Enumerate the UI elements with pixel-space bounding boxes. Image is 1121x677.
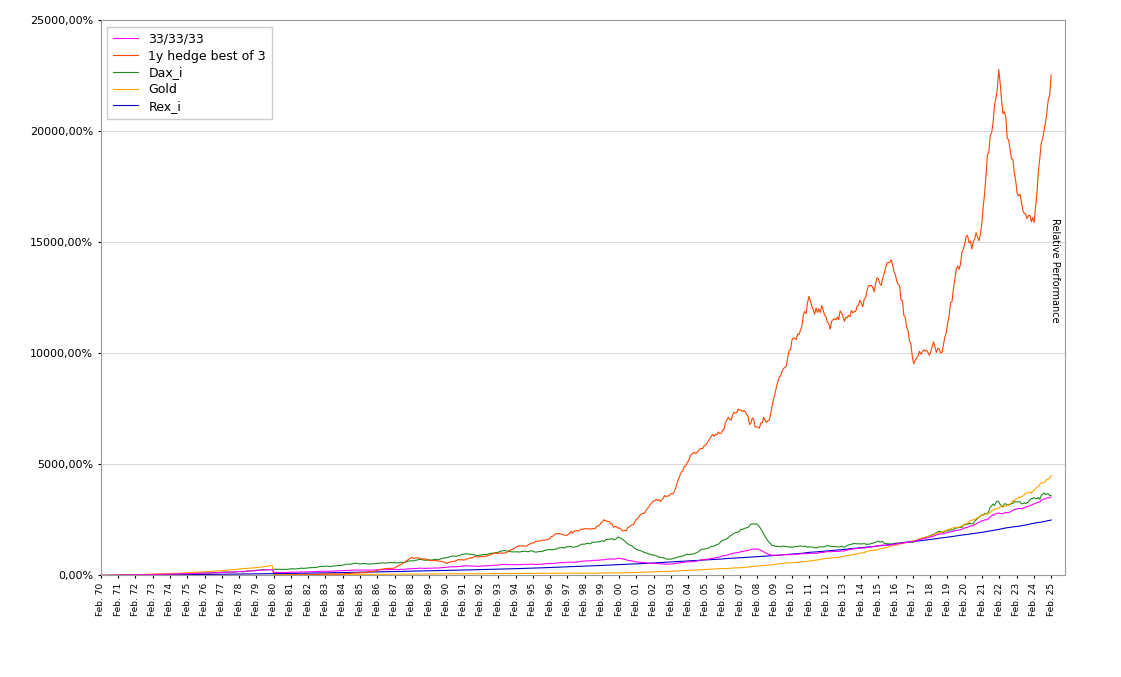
Line: Gold: Gold xyxy=(101,475,1051,575)
Rex_i xyxy=(94,571,108,580)
Text: Relative Performance: Relative Performance xyxy=(1050,218,1060,322)
1y hedge best of 3 xyxy=(405,554,418,562)
Gold xyxy=(955,521,969,529)
Legend: 33/33/33, 1y hedge best of 3, Dax_i, Gold, Rex_i: 33/33/33, 1y hedge best of 3, Dax_i, Gol… xyxy=(108,26,272,119)
33/33/33 xyxy=(955,525,969,533)
1y hedge best of 3 xyxy=(1045,71,1058,79)
Rex_i xyxy=(955,531,969,539)
Dax_i xyxy=(249,567,262,575)
Gold xyxy=(121,571,135,579)
1y hedge best of 3 xyxy=(121,571,135,580)
Rex_i xyxy=(405,567,418,575)
Rex_i xyxy=(895,539,908,547)
Dax_i xyxy=(895,539,908,547)
Gold xyxy=(249,564,262,572)
Dax_i xyxy=(405,556,418,565)
Rex_i xyxy=(348,568,361,576)
Dax_i xyxy=(1045,492,1058,500)
1y hedge best of 3 xyxy=(955,248,969,256)
33/33/33 xyxy=(249,567,262,575)
Line: Rex_i: Rex_i xyxy=(101,520,1051,575)
33/33/33 xyxy=(1045,493,1058,501)
Gold xyxy=(895,540,908,548)
1y hedge best of 3 xyxy=(94,571,108,580)
Dax_i xyxy=(94,571,108,580)
33/33/33 xyxy=(348,566,361,574)
Dax_i xyxy=(1037,489,1050,497)
Dax_i xyxy=(348,559,361,567)
Rex_i xyxy=(1045,516,1058,524)
Line: 33/33/33: 33/33/33 xyxy=(101,497,1051,575)
Gold xyxy=(1045,471,1058,479)
33/33/33 xyxy=(94,571,108,580)
Gold xyxy=(94,571,108,580)
Dax_i xyxy=(121,571,135,579)
1y hedge best of 3 xyxy=(895,296,908,304)
Gold xyxy=(348,570,361,578)
1y hedge best of 3 xyxy=(249,571,262,580)
Line: Dax_i: Dax_i xyxy=(101,493,1051,575)
1y hedge best of 3 xyxy=(992,66,1006,74)
Line: 1y hedge best of 3: 1y hedge best of 3 xyxy=(101,70,1051,575)
Rex_i xyxy=(121,571,135,580)
Rex_i xyxy=(249,570,262,578)
33/33/33 xyxy=(405,565,418,573)
Dax_i xyxy=(955,523,969,531)
33/33/33 xyxy=(895,539,908,547)
Gold xyxy=(405,570,418,578)
33/33/33 xyxy=(121,571,135,579)
1y hedge best of 3 xyxy=(348,569,361,577)
